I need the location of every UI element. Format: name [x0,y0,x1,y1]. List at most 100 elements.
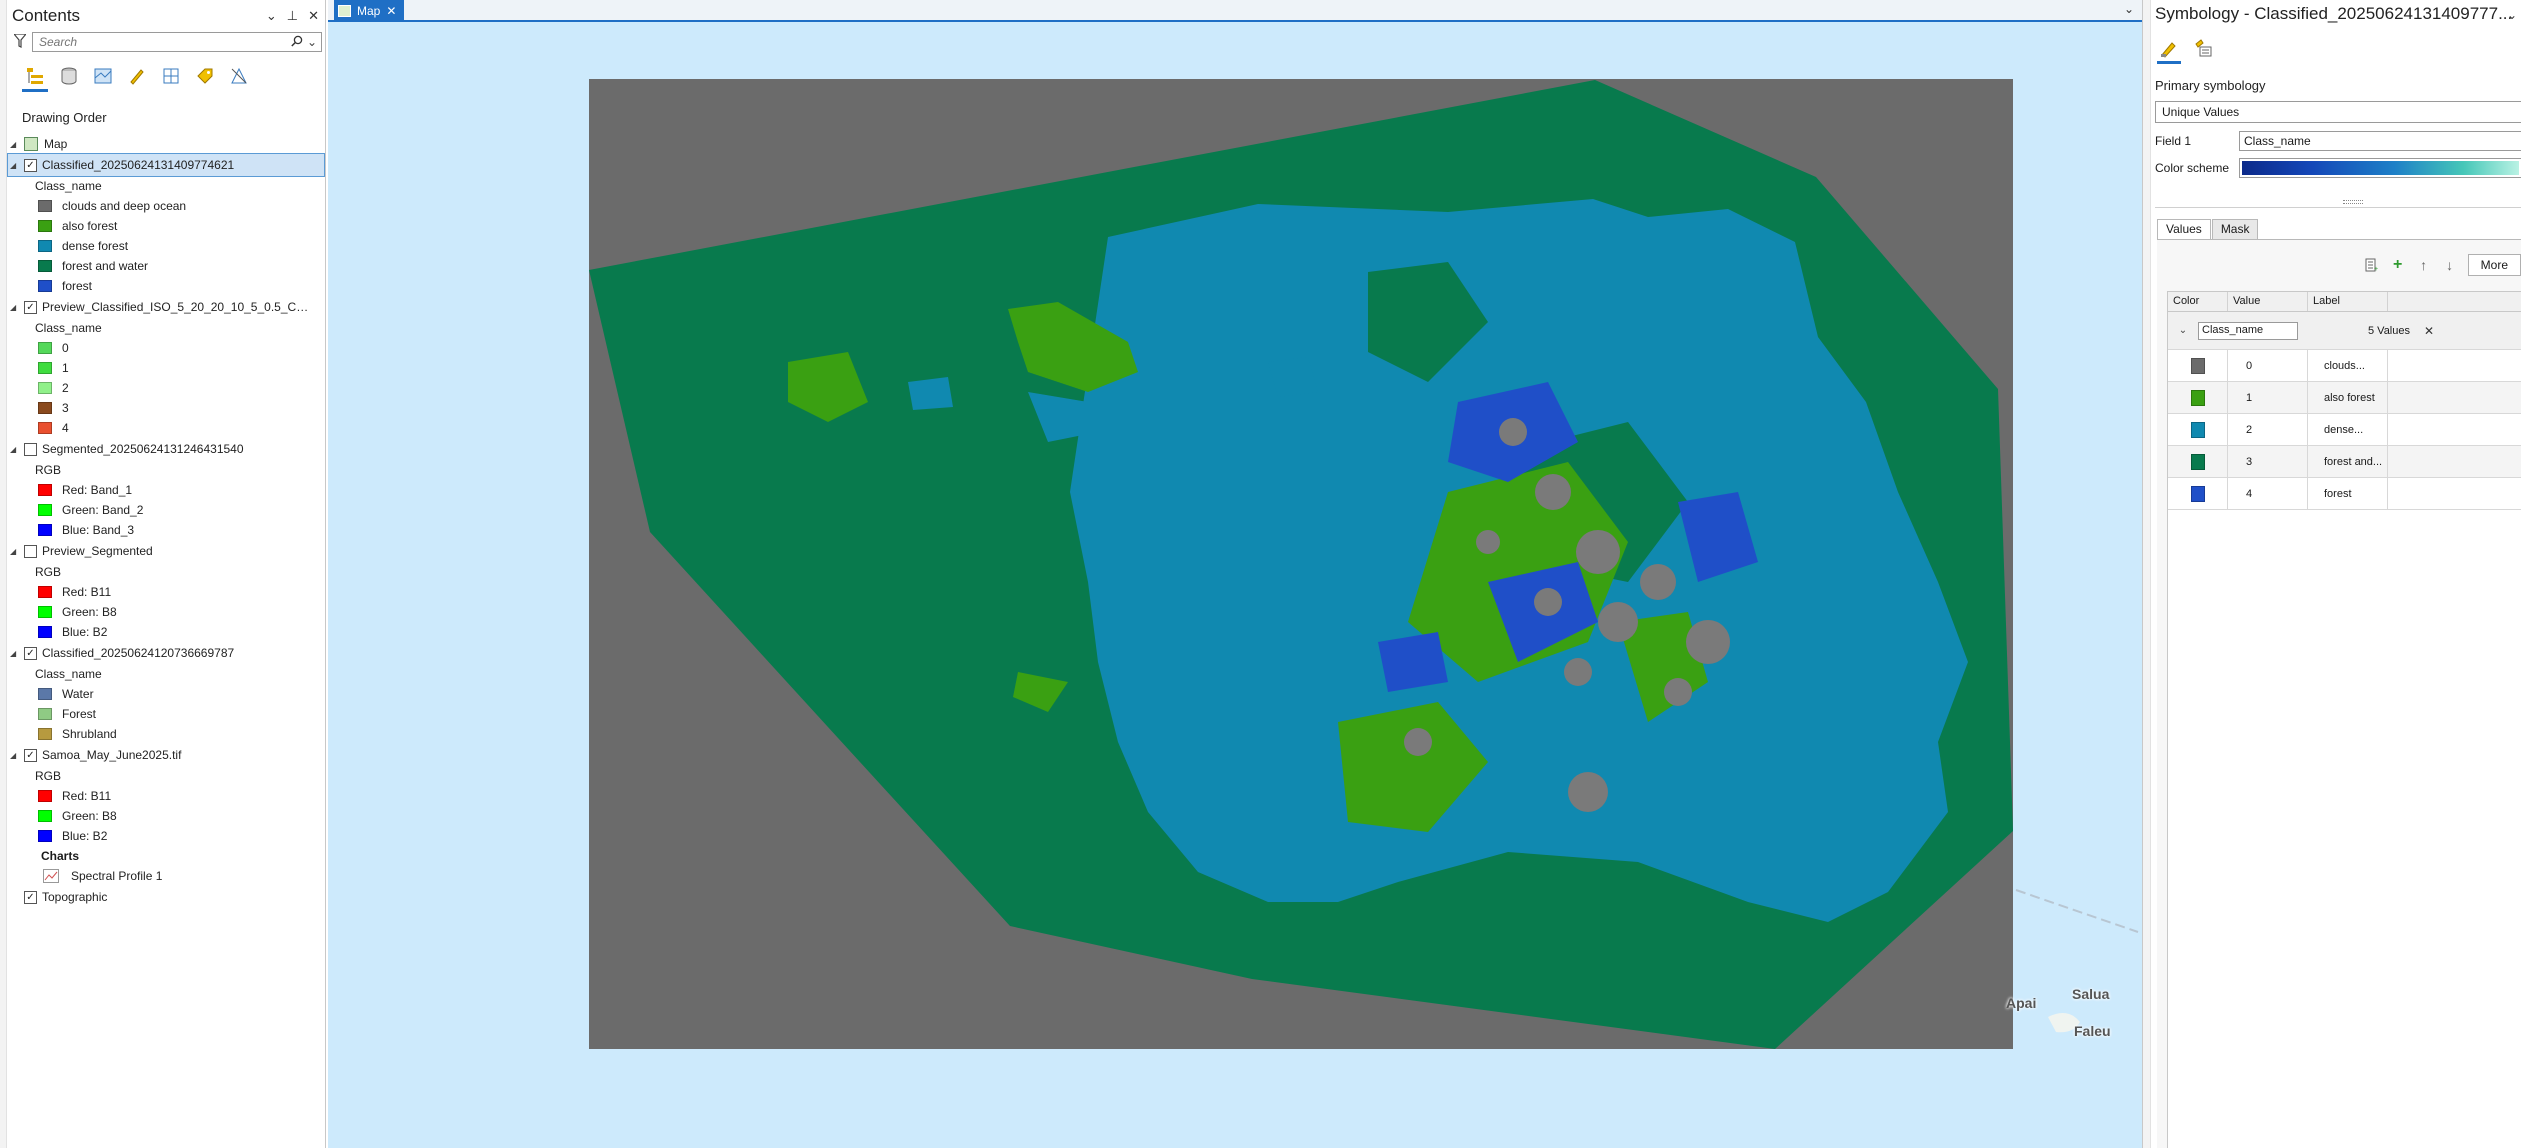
legend-swatch[interactable] [38,220,52,232]
legend-swatch[interactable] [38,504,52,516]
legend-swatch[interactable] [38,342,52,354]
legend-item[interactable]: also forest [8,216,324,236]
close-tab-icon[interactable]: ✕ [386,3,397,18]
legend-swatch[interactable] [38,728,52,740]
symbol-label-cell[interactable]: dense... [2308,414,2388,445]
layer-visibility-checkbox[interactable] [24,544,37,558]
legend-swatch[interactable] [38,280,52,292]
legend-item[interactable]: Forest [8,704,324,724]
close-icon[interactable]: ✕ [308,8,319,23]
search-icon[interactable] [291,35,303,50]
symbol-label-cell[interactable]: forest [2308,478,2388,509]
legend-swatch[interactable] [38,810,52,822]
layer-visibility-checkbox[interactable] [24,442,37,456]
legend-swatch[interactable] [38,260,52,272]
list-by-drawing-order-icon[interactable] [22,65,48,92]
legend-swatch[interactable] [38,382,52,394]
layer-visibility-checkbox[interactable]: ✓ [24,748,37,762]
search-options-chevron-icon[interactable]: ⌄ [306,35,317,49]
pin-icon[interactable]: ⊥ [286,8,299,23]
map-tree-item[interactable]: ◢ Map [8,134,324,154]
color-scheme-select[interactable] [2239,158,2521,178]
layer-item[interactable]: ◢ Segmented_20250624131246431540 [8,438,324,460]
tab-values[interactable]: Values [2157,219,2211,239]
legend-item[interactable]: 2 [8,378,324,398]
symbol-class-row[interactable]: 0 clouds... [2168,350,2521,382]
map-view[interactable]: Map ✕ ⌄ [328,0,2142,1148]
remove-group-icon[interactable]: ✕ [2424,323,2435,338]
list-by-editing-icon[interactable] [126,65,148,87]
symbol-class-row[interactable]: 4 forest [2168,478,2521,510]
symbol-label-cell[interactable]: clouds... [2308,350,2388,381]
legend-swatch[interactable] [38,606,52,618]
add-value-icon[interactable]: + [2392,256,2403,273]
layer-visibility-checkbox[interactable]: ✓ [24,158,37,172]
list-by-data-source-icon[interactable] [58,65,80,87]
tab-map[interactable]: Map ✕ [334,0,405,21]
column-color[interactable]: Color [2168,292,2228,311]
legend-item[interactable]: 4 [8,418,324,438]
legend-swatch[interactable] [38,402,52,414]
legend-swatch[interactable] [38,362,52,374]
tab-overflow-chevron-icon[interactable]: ⌄ [2123,2,2134,16]
legend-swatch[interactable] [38,200,52,212]
layer-visibility-checkbox[interactable]: ✓ [24,646,37,660]
column-value[interactable]: Value [2228,292,2308,311]
layer-visibility-checkbox[interactable]: ✓ [24,890,37,904]
filter-icon[interactable] [12,33,28,50]
symbol-label-cell[interactable]: also forest [2308,382,2388,413]
expand-caret-icon[interactable]: ◢ [10,302,17,312]
legend-item[interactable]: Red: B11 [8,582,324,602]
symbol-color-cell[interactable] [2168,414,2228,445]
legend-item[interactable]: 3 [8,398,324,418]
legend-item[interactable]: clouds and deep ocean [8,196,324,216]
legend-item[interactable]: dense forest [8,236,324,256]
symbol-color-cell[interactable] [2168,350,2228,381]
expand-caret-icon[interactable]: ◢ [10,160,17,170]
symbol-swatch[interactable] [2190,453,2205,470]
symbol-color-cell[interactable] [2168,478,2228,509]
layer-item[interactable]: ◢ ✓ Classified_20250624131409774621 [7,153,325,177]
expand-caret-icon[interactable]: ◢ [10,750,17,760]
expand-caret-icon[interactable]: ◢ [10,139,17,149]
layer-item[interactable]: ◢ ✓ Preview_Classified_ISO_5_20_20_10_5_0.… [8,296,324,318]
primary-symbology-select[interactable]: Unique Values [2155,101,2521,123]
legend-item[interactable]: Green: B8 [8,602,324,622]
symbol-class-row[interactable]: 2 dense... [2168,414,2521,446]
legend-item[interactable]: 0 [8,338,324,358]
symbol-class-row[interactable]: 3 forest and... [2168,446,2521,478]
add-all-values-icon[interactable]: + [2364,257,2380,273]
pane-menu-chevron-icon[interactable]: ⌄ [265,8,277,23]
legend-swatch[interactable] [38,586,52,598]
layer-item[interactable]: ◢ ✓ Samoa_May_June2025.tif [8,744,324,766]
legend-swatch[interactable] [38,830,52,842]
list-by-source-map-icon[interactable] [92,65,114,87]
list-by-labeling-icon[interactable] [194,65,216,87]
symbol-color-cell[interactable] [2168,446,2228,477]
topographic-basemap-item[interactable]: ✓ Topographic [8,886,324,908]
symbol-swatch[interactable] [2190,421,2205,438]
search-input[interactable] [37,34,287,50]
primary-symbology-tab-icon[interactable] [2157,36,2181,64]
field1-select[interactable]: Class_name [2239,131,2521,151]
group-heading-input[interactable]: Class_name [2198,321,2298,340]
expand-caret-icon[interactable]: ◢ [10,648,17,658]
legend-item[interactable]: Green: Band_2 [8,500,324,520]
legend-swatch[interactable] [38,626,52,638]
symbol-label-cell[interactable]: forest and... [2308,446,2388,477]
legend-item[interactable]: Blue: Band_3 [8,520,324,540]
layer-item[interactable]: ◢ ✓ Classified_20250624120736669787 [8,642,324,664]
list-by-snapping-icon[interactable] [160,65,182,87]
legend-item[interactable]: Green: B8 [8,806,324,826]
pane-menu-chevron-icon[interactable]: ⌄ [2506,8,2517,22]
layer-item[interactable]: ◢ Preview_Segmented [8,540,324,562]
symbol-swatch[interactable] [2190,485,2205,502]
legend-item[interactable]: Blue: B2 [8,826,324,846]
legend-swatch[interactable] [38,240,52,252]
legend-swatch[interactable] [38,484,52,496]
chart-item[interactable]: Spectral Profile 1 [8,866,324,886]
legend-swatch[interactable] [38,708,52,720]
legend-item[interactable]: forest and water [8,256,324,276]
legend-swatch[interactable] [38,422,52,434]
list-by-perspective-imagery-icon[interactable] [228,65,250,87]
